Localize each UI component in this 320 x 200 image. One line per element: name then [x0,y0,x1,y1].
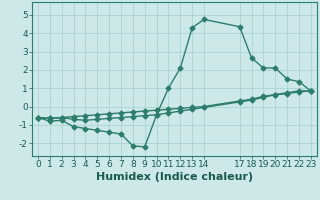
X-axis label: Humidex (Indice chaleur): Humidex (Indice chaleur) [96,172,253,182]
